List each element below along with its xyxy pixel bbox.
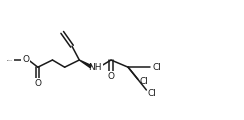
Polygon shape xyxy=(79,60,91,68)
Text: Cl: Cl xyxy=(148,89,157,97)
Text: NH: NH xyxy=(88,63,102,72)
Text: O: O xyxy=(108,72,114,81)
Text: O: O xyxy=(22,55,29,65)
Text: Cl: Cl xyxy=(140,77,149,86)
Text: O: O xyxy=(34,79,41,89)
Text: methoxy: methoxy xyxy=(7,59,13,61)
Text: Cl: Cl xyxy=(152,63,161,72)
